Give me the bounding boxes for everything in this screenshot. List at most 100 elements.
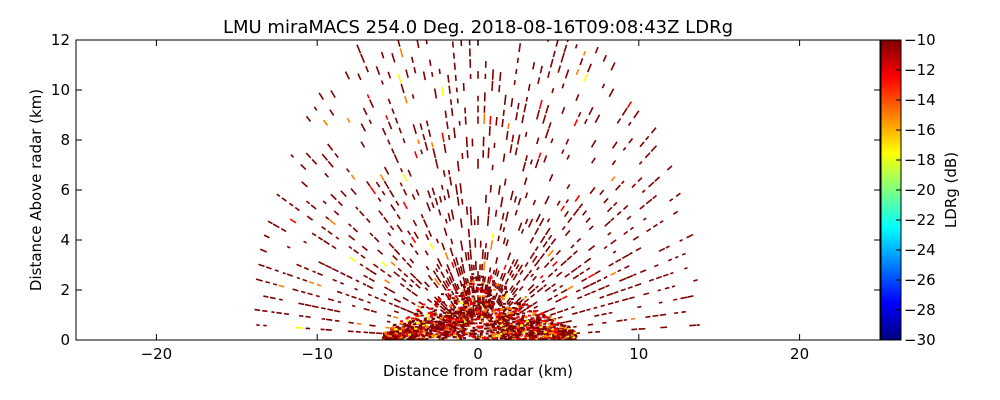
echo-gate [360,141,366,148]
echo-cell [487,314,491,317]
echo-gate [348,223,352,227]
echo-gate [301,181,308,188]
echo-gate [566,40,569,43]
echo-gate [413,231,419,240]
echo-cell [450,318,454,321]
echo-gate [431,71,434,77]
echo-cell [515,307,519,310]
echo-gate [456,283,460,290]
echo-cell [425,317,429,320]
echo-cell [490,320,494,323]
echo-gate [577,264,582,269]
echo-gate [679,238,683,242]
echo-cell [453,329,457,332]
echo-gate [551,283,556,288]
echo-cell [401,329,405,332]
echo-gate [557,65,562,73]
echo-gate [401,257,407,262]
echo-gate [435,238,439,244]
colorbar-tick-label: −10 [904,31,936,49]
echo-gate [263,295,269,298]
echo-cell [402,331,406,334]
echo-cell [504,308,508,311]
echo-cell [509,312,513,315]
echo-gate [547,234,553,240]
echo-cell [423,317,427,320]
echo-cell [539,324,543,327]
echo-gate [509,285,514,291]
echo-cell [417,334,421,337]
echo-gate [588,244,596,252]
echo-gate [596,279,602,283]
echo-gate [564,69,570,79]
echo-cell [481,335,485,338]
echo-cell [429,330,433,333]
echo-gate [606,292,614,297]
echo-cell [521,327,525,330]
echo-cell [384,338,388,340]
echo-cell [472,304,476,307]
echo-cell [493,288,497,291]
echo-gate [623,230,629,235]
echo-cell [474,328,478,331]
echo-cell [456,308,460,311]
echo-gate [579,271,585,276]
echo-gate [576,237,582,243]
echo-gate [379,268,386,274]
echo-cell [528,310,532,313]
echo-gate [511,134,515,143]
echo-cell [454,295,458,298]
echo-cell [443,315,447,318]
echo-cell [456,319,460,322]
echo-cell [482,302,486,305]
echo-gate [334,152,339,159]
echo-cell [535,327,539,330]
echo-cell [478,301,482,304]
echo-cell [445,334,449,337]
echo-cell [515,322,519,325]
echo-cell [408,323,412,326]
echo-gate [459,265,464,275]
echo-cell [480,283,484,286]
echo-gate [499,223,503,231]
echo-gate [348,321,354,324]
echo-gate [450,290,455,296]
echo-gate [631,183,637,189]
echo-cell [473,333,477,336]
echo-cell [384,334,388,337]
echo-cell [564,336,568,339]
echo-cell [527,304,531,307]
echo-cell [559,325,563,328]
echo-gate [500,196,504,208]
echo-gate [369,269,377,276]
echo-gate [570,267,578,274]
echo-cell [536,317,540,320]
echo-cell [435,321,439,324]
echo-cell [485,332,489,335]
echo-cell [413,317,417,320]
echo-gate [388,288,396,294]
echo-gate [524,303,529,307]
echo-cell [404,332,408,335]
echo-gate [659,220,664,224]
echo-gate [557,309,564,314]
echo-cell [420,338,424,340]
echo-gate [366,94,370,99]
echo-cell [418,331,422,334]
echo-gate [436,263,441,270]
echo-cell [491,325,495,328]
echo-cell [480,325,484,328]
echo-cell [527,335,531,338]
echo-gate [276,193,281,197]
echo-cell [534,329,538,332]
echo-gate [369,186,377,195]
echo-cell [426,320,430,323]
echo-cell [501,312,505,315]
echo-cell [513,302,517,305]
echo-cell [464,303,468,306]
echo-gate [450,108,454,117]
echo-gate [615,258,622,263]
echo-cell [462,337,466,340]
echo-cell [541,335,545,338]
echo-cell [431,326,435,329]
